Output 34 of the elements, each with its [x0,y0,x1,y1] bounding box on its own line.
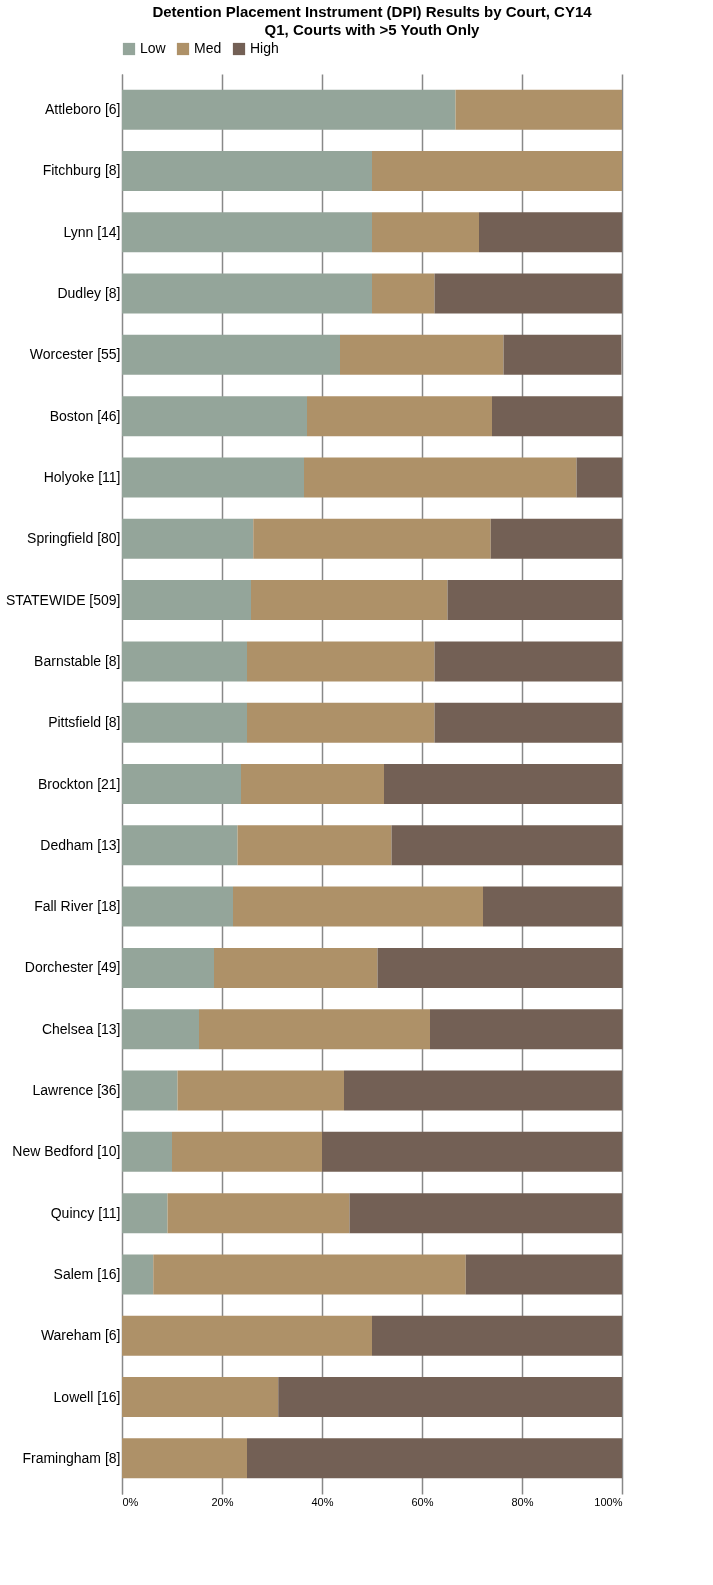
x-tick-label: 40% [311,1495,334,1508]
y-tick-label: Worcester [55] [29,346,121,363]
y-tick-label: Fitchburg [8] [42,162,121,179]
y-tick-label: Wareham [6] [40,1327,121,1344]
x-tick-label: 100% [594,1495,623,1508]
y-tick-label: Dudley [8] [57,285,121,302]
y-tick-label: Chelsea [13] [41,1020,121,1037]
y-tick-label: STATEWIDE [509] [5,591,121,608]
y-tick-label: Lynn [14] [63,223,121,240]
x-tick-label: 60% [411,1495,434,1508]
x-tick-label: 0% [122,1495,139,1508]
y-tick-label: Dedham [13] [40,836,121,853]
y-tick-label: Boston [46] [49,407,121,424]
y-tick-label: Salem [16] [53,1265,121,1282]
y-tick-label: Lawrence [36] [32,1082,121,1099]
y-tick-label: Brockton [21] [38,775,121,792]
y-tick-label: Pittsfield [8] [48,714,121,731]
x-tick-label: 80% [511,1495,534,1508]
y-tick-label: Framingham [8] [22,1449,121,1466]
y-tick-label: Lowell [16] [53,1388,121,1405]
y-tick-label: New Bedford [10] [12,1143,121,1160]
y-tick-label: Springfield [80] [27,530,121,547]
y-tick-label: Barnstable [8] [34,652,121,669]
y-tick-label: Attleboro [6] [45,101,121,118]
chart-title: Detention Placement Instrument (DPI) Results by Court, CY14 [152,3,593,20]
x-tick-label: 20% [211,1495,234,1508]
legend-label: Med [194,40,222,56]
y-tick-label: Quincy [11] [50,1204,121,1221]
chart-subtitle: Q1, Courts with >5 Youth Only [264,21,481,38]
y-tick-label: Holyoke [11] [43,468,121,485]
y-tick-label: Dorchester [49] [24,959,121,976]
legend-label: Low [140,40,167,56]
y-tick-label: Fall River [18] [34,898,121,915]
legend-label: High [250,40,279,56]
